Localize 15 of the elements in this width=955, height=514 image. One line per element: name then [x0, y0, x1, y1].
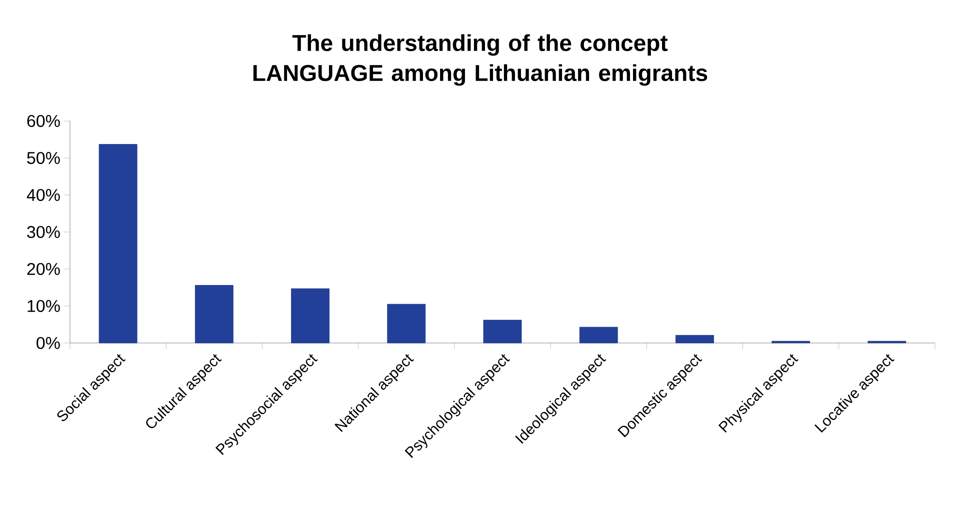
y-tick-label: 10% [28, 300, 60, 312]
y-tick-label: 60% [27, 114, 60, 128]
y-tick-label: 40% [26, 188, 60, 202]
bar [579, 326, 618, 344]
y-tick-label: 0% [36, 336, 60, 350]
chart-title: The understanding of the concept LANGUAGE among Lithuanian emigrants [253, 34, 708, 86]
y-tick-label: 30% [27, 226, 60, 238]
y-tick-label: 50% [27, 152, 60, 164]
bar [483, 320, 522, 344]
y-tick-label: 20% [27, 262, 60, 276]
bar [98, 144, 138, 344]
bar [387, 304, 426, 344]
bar [676, 335, 714, 344]
bar [291, 288, 330, 344]
bar [194, 285, 234, 344]
